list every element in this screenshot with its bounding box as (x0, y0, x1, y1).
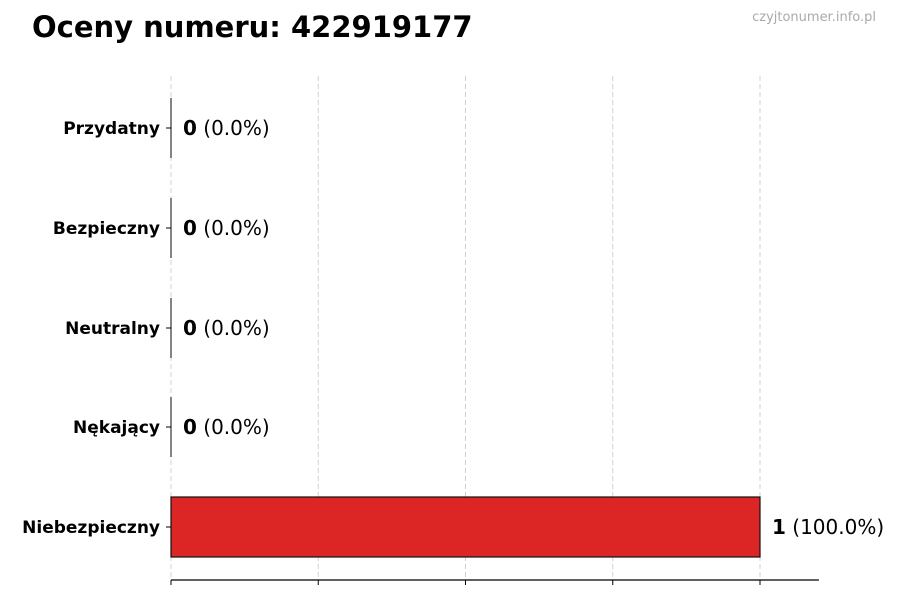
watermark: czyjtonumer.info.pl (752, 10, 876, 25)
category-label: Neutralny (65, 319, 160, 339)
bar (170, 496, 761, 558)
data-label: 0 (0.0%) (183, 116, 270, 140)
chart-title: Oceny numeru: 422919177 (32, 10, 473, 44)
data-label: 0 (0.0%) (183, 216, 270, 240)
category-label: Nękający (73, 418, 160, 438)
category-label: Bezpieczny (53, 219, 160, 239)
category-label: Przydatny (63, 119, 160, 139)
data-label: 0 (0.0%) (183, 415, 270, 439)
data-label: 1 (100.0%) (772, 515, 884, 539)
category-label: Niebezpieczny (22, 518, 160, 538)
data-label: 0 (0.0%) (183, 316, 270, 340)
